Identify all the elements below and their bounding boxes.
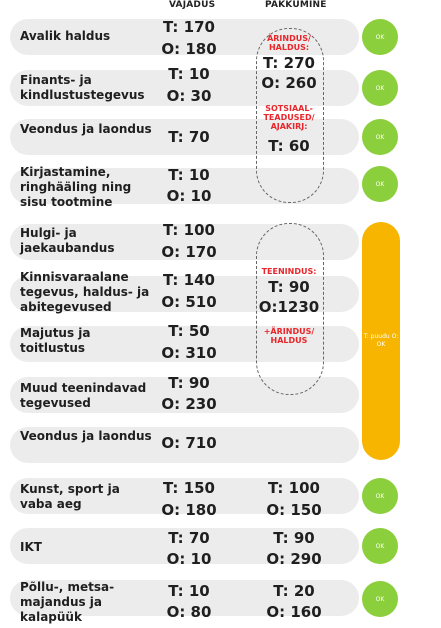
status-ok-badge: OK [362,581,398,617]
row-label: Muud teenindavad tegevused [20,381,147,410]
need-t: T: 10 [168,65,210,83]
status-ok-badge: OK [362,478,398,514]
status-ok-badge: OK [362,119,398,155]
row-label: Avalik haldus [20,29,111,43]
supply-o: O: 290 [266,550,322,568]
need-t: T: 70 [168,529,210,547]
group2-values: T: 90 O:1230 [249,277,329,317]
status-warning-bar: T: puudu O: OK [362,222,400,460]
group-bracket-1 [256,28,324,203]
group2-t: T: 90 [268,278,310,296]
need-t: T: 140 [163,271,215,289]
row-label: Veondus ja laondus [20,429,152,443]
need-o: O: 710 [161,434,217,452]
need-t: T: 90 [168,374,210,392]
need-t: T: 150 [163,479,215,497]
status-ok-badge: OK [362,19,398,55]
need-t: T: 50 [168,322,210,340]
need-o: O: 10 [166,550,212,568]
row-kunst [10,478,359,514]
status-ok-badge: OK [362,528,398,564]
header-supply: PAKKUMINE [265,0,327,10]
row-label: IKT [20,540,42,554]
row-kinnisvara [10,276,359,312]
need-o: O: 80 [166,603,212,621]
group-bracket-2 [256,223,324,395]
group1-t2: T: 60 [268,137,310,155]
supply-t: T: 100 [268,479,320,497]
row-finants [10,70,359,106]
row-label: Kirjastamine, ringhääling ning sisu toot… [20,165,132,209]
group1-values2: T: 60 [249,136,329,156]
group1-o: O: 260 [261,74,317,92]
need-t: T: 70 [168,128,210,146]
supply-t: T: 20 [273,582,315,600]
group2-label2: +ÄRINDUS/ HALDUS [263,327,315,345]
need-o: O: 30 [166,87,212,105]
group1-label2: SOTSIAAL-TEADUSED/ AJAKIRJ: [263,104,315,131]
row-veondus [10,119,359,155]
group1-t: T: 270 [263,54,315,72]
row-veondus-2 [10,427,359,463]
row-label: Kunst, sport ja vaba aeg [20,482,120,511]
need-t: T: 10 [168,582,210,600]
row-label: Finants- ja kindlustustegevus [20,73,145,102]
group1-label: ÄRINDUS/ HALDUS: [267,34,311,52]
row-label: Kinnisvaraalane tegevus, haldus- ja abit… [20,270,150,314]
need-o: O: 230 [161,395,217,413]
need-t: T: 170 [163,18,215,36]
need-o: O: 180 [161,40,217,58]
status-ok-badge: OK [362,70,398,106]
row-ikt [10,528,359,564]
need-o: O: 180 [161,501,217,519]
need-t: T: 100 [163,221,215,239]
need-t: T: 10 [168,166,210,184]
row-label: Põllu-, metsa-majandus ja kalapüük [20,580,115,624]
row-majutus [10,326,359,362]
header-need: VAJADUS [169,0,216,10]
need-o: O: 10 [166,187,212,205]
need-o: O: 310 [161,344,217,362]
need-o: O: 170 [161,243,217,261]
group2-label: TEENINDUS: [261,267,317,276]
supply-o: O: 160 [266,603,322,621]
row-pollu [10,580,359,616]
supply-o: O: 150 [266,501,322,519]
row-label: Veondus ja laondus [20,122,152,136]
row-label: Hulgi- ja jaekaubandus [20,226,115,255]
group2-o: O:1230 [258,298,320,316]
supply-t: T: 90 [273,529,315,547]
group1-values: T: 270 O: 260 [249,53,329,93]
need-o: O: 510 [161,293,217,311]
row-label: Majutus ja toitlustus [20,326,91,355]
status-ok-badge: OK [362,166,398,202]
